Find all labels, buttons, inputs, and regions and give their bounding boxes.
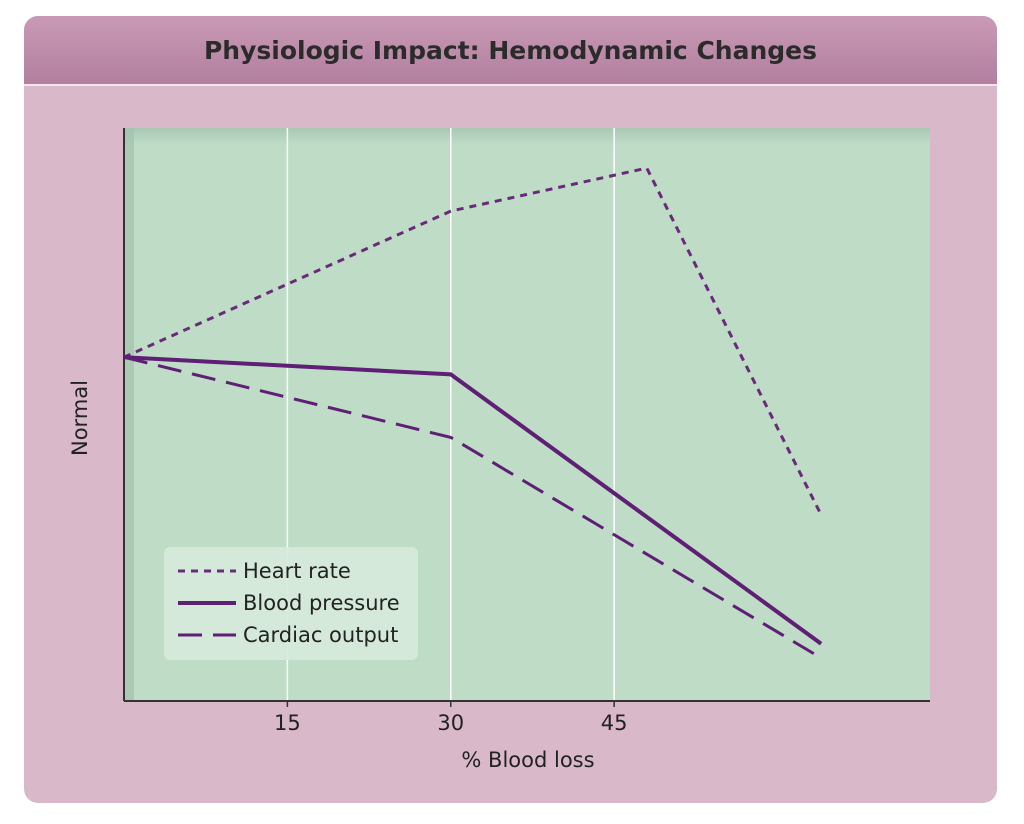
plot-left-shadow (124, 128, 134, 701)
legend-label: Cardiac output (243, 623, 398, 647)
chart-title: Physiologic Impact: Hemodynamic Changes (203, 35, 817, 65)
x-tick-label: 45 (601, 711, 628, 735)
legend-label: Heart rate (243, 559, 351, 583)
x-tick-label: 30 (437, 711, 464, 735)
series-line-cardiac-output (123, 355, 822, 660)
x-axis-label: % Blood loss (461, 748, 594, 772)
series-line-heart-rate (123, 166, 823, 516)
series-lines (123, 166, 823, 660)
x-tick-labels: 15 30 45 (274, 701, 628, 735)
y-axis-label: Normal (68, 380, 92, 456)
legend: Heart rate Blood pressure Cardiac output (164, 547, 418, 660)
legend-box (164, 547, 418, 660)
series-line-blood-pressure (123, 355, 823, 646)
x-tick-label: 15 (274, 711, 301, 735)
chart-header: Physiologic Impact: Hemodynamic Changes (24, 16, 997, 86)
legend-label: Blood pressure (243, 591, 400, 615)
